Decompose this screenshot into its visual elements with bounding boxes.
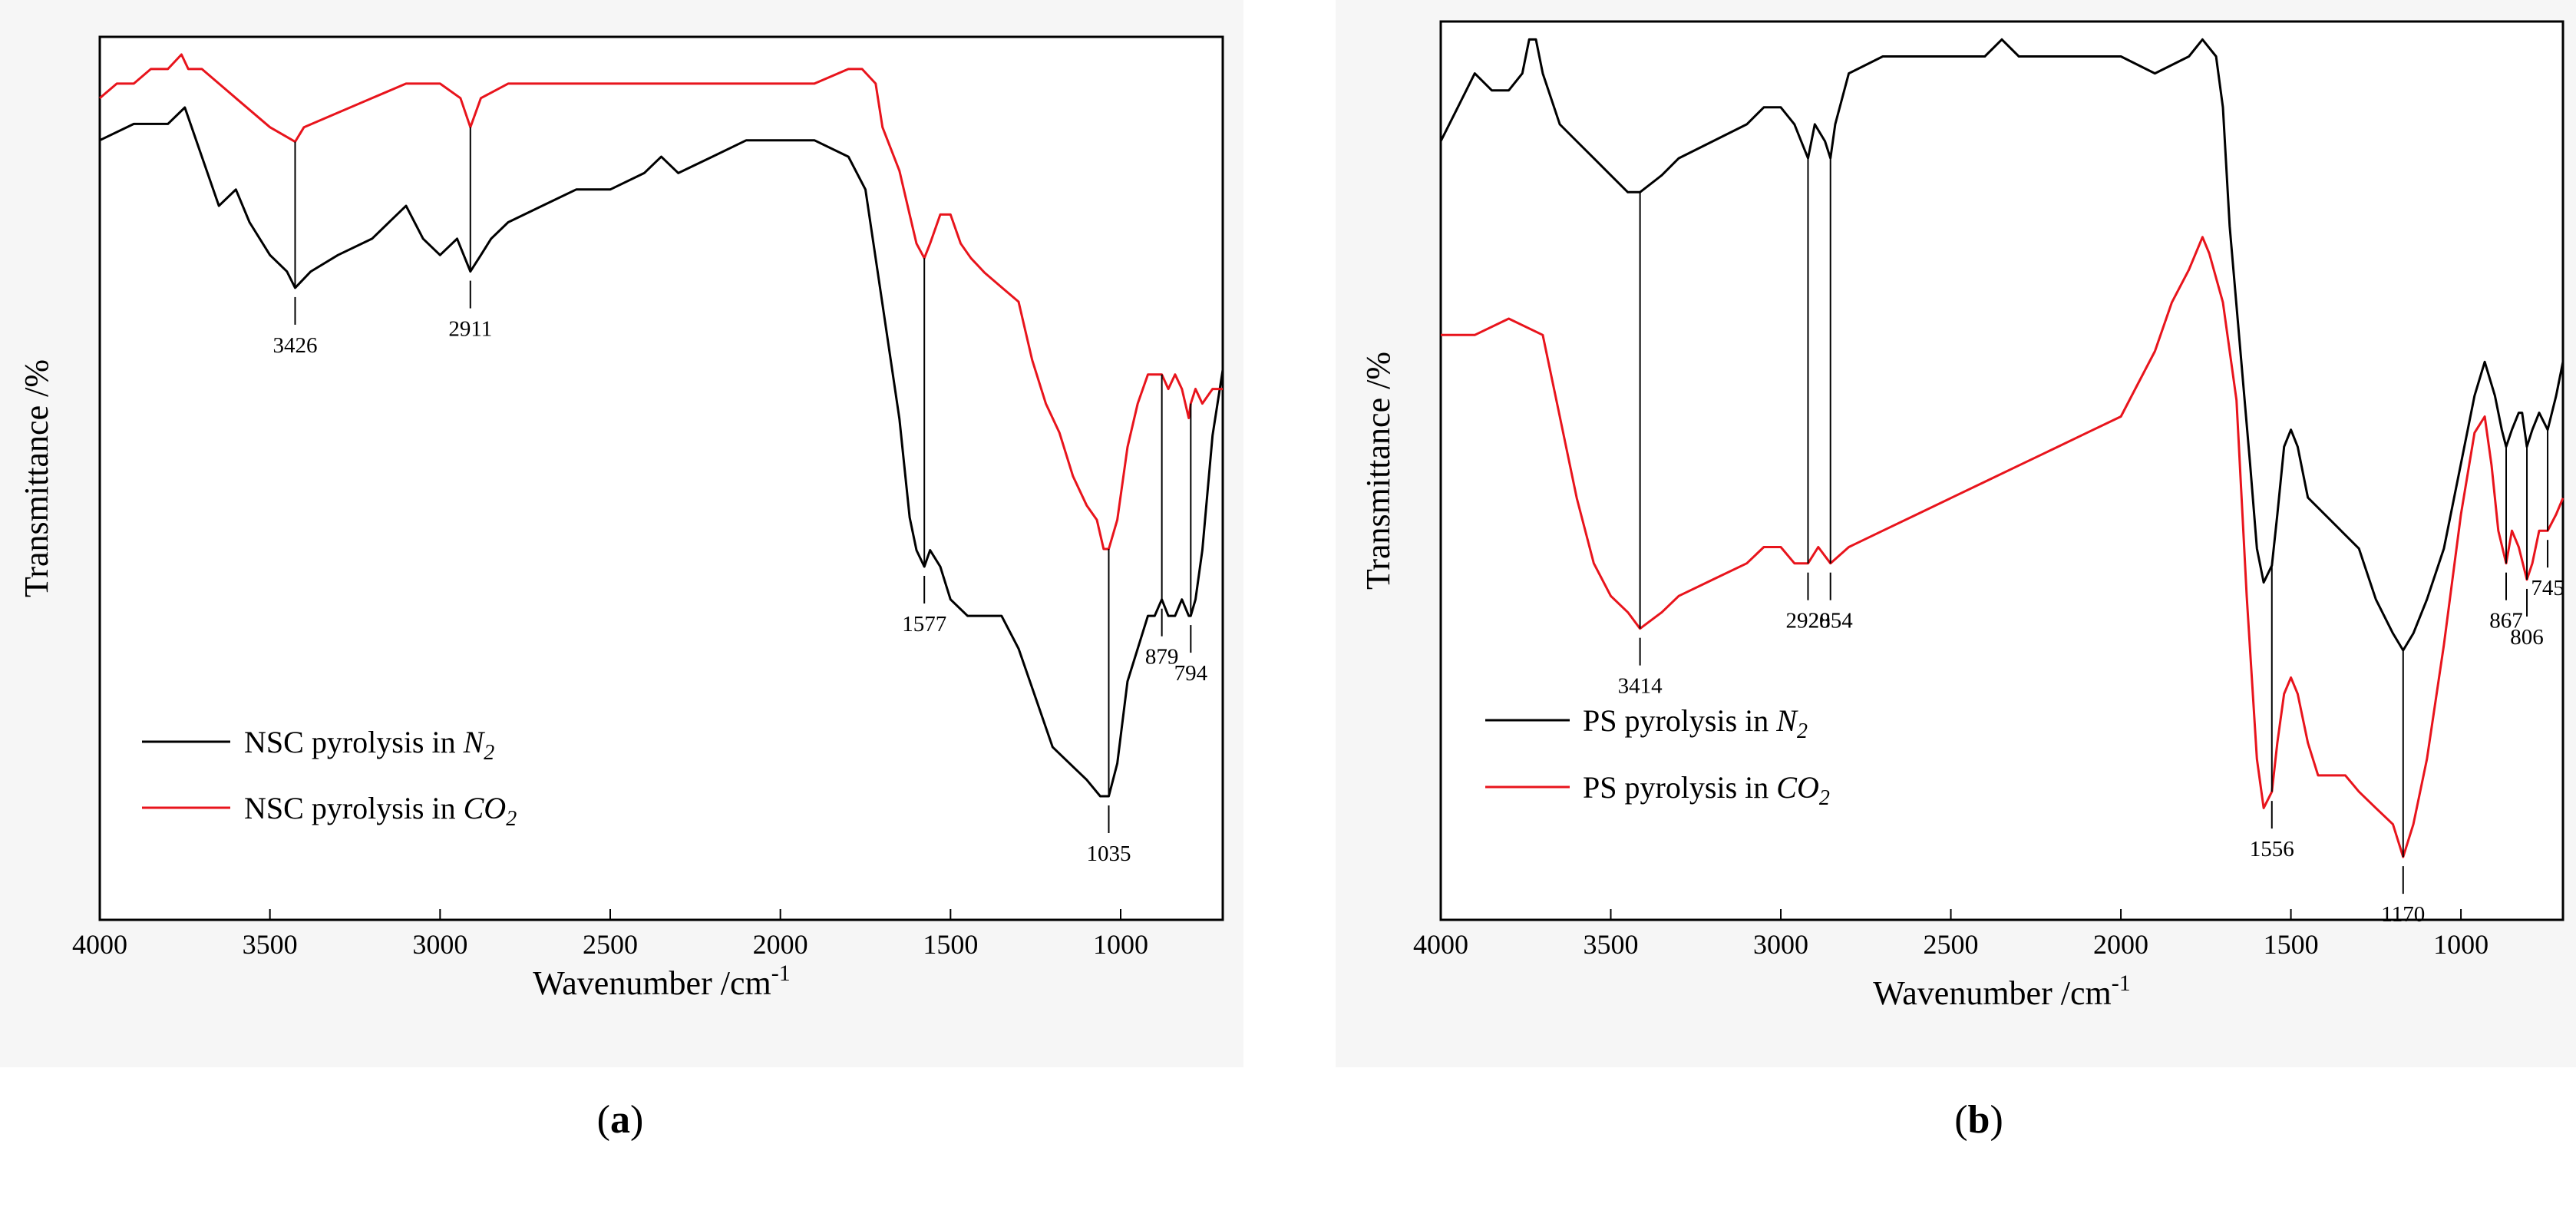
panel-a-y-axis-label: Transmittance /%	[18, 359, 55, 597]
panel-a-legend-n2-prefix: NSC pyrolysis in	[244, 725, 464, 759]
panel-a-peak-label-3426: 3426	[272, 333, 317, 358]
panel-b-caption-close: )	[1990, 1098, 2003, 1142]
panel-a-caption-open: (	[597, 1098, 610, 1142]
panel-a-series-n2-line	[99, 106, 1224, 798]
panel-a-x-tick-label-1500: 1500	[923, 929, 978, 960]
panel-a-caption-letter: a	[610, 1098, 630, 1142]
panel-b-legend-n2-prefix: PS pyrolysis in	[1583, 703, 1776, 738]
panel-a-x-axis-label: Wavenumber /cm-1	[533, 961, 790, 1002]
panel-b-legend-n2-main: N	[1775, 703, 1798, 738]
panel-a-legend-n2-main: N	[463, 725, 486, 759]
panel-b-legend: PS pyrolysis in N2 PS pyrolysis in CO2	[1485, 703, 1830, 810]
panel-a-peak-label-794: 794	[1174, 661, 1208, 686]
panel-b-caption: (b)	[1954, 1098, 2003, 1142]
panel-a-caption: (a)	[597, 1098, 644, 1142]
panel-b-plot-frame	[1439, 20, 2564, 921]
panel-b-peak-label-806: 806	[2510, 625, 2544, 650]
panel-a-x-tick-label-3500: 3500	[243, 929, 298, 960]
panel-b-legend-n2-sub: 2	[1797, 719, 1808, 743]
panel-b-peak-label-1556: 1556	[2250, 837, 2294, 861]
panel-b: 4000 3500 3000 2500 2000 1500 1000 3414 29202854…	[1336, 0, 2576, 1067]
panel-a-caption-close: )	[630, 1098, 643, 1142]
panel-a-peak-label-1035: 1035	[1086, 842, 1131, 866]
panel-a-legend-n2-sub: 2	[484, 741, 494, 765]
panel-a-peak-label-879: 879	[1145, 645, 1179, 670]
panel-a-x-axis-label-main: Wavenumber /cm	[533, 964, 771, 1002]
panel-b-x-tick-label-4000: 4000	[1413, 929, 1468, 960]
panel-a-x-tick-label-1000: 1000	[1093, 929, 1148, 960]
panel-a-marks: 4000 3500 3000 2500 2000 1500 1000 3426 2911 1577…	[72, 53, 1224, 960]
panel-b-x-tick-label-2500: 2500	[1924, 929, 1979, 960]
panel-b-peak-label-3414: 3414	[1618, 674, 1663, 699]
panel-a-x-tick-label-2000: 2000	[753, 929, 808, 960]
panel-b-x-axis-label-sup: -1	[2112, 971, 2131, 996]
panel-a-peak-label-2911: 2911	[448, 317, 492, 342]
panel-b-y-axis-label: Transmittance /%	[1359, 352, 1397, 590]
panel-b-legend-co2-sub: 2	[1819, 786, 1830, 810]
panel-a: 4000 3500 3000 2500 2000 1500 1000 3426 2911 1577…	[0, 0, 1243, 1067]
panel-b-x-tick-label-3500: 3500	[1584, 929, 1639, 960]
panel-b-series-co2-line	[1441, 236, 2564, 858]
panel-a-legend-label-n2: NSC pyrolysis in N2	[244, 725, 494, 765]
panel-a-legend-label-co2: NSC pyrolysis in CO2	[244, 791, 517, 831]
panel-b-legend-co2-main: CO	[1776, 770, 1819, 805]
panel-b-peak-label-2854: 2854	[1808, 609, 1854, 633]
panel-b-x-tick-label-2000: 2000	[2093, 929, 2148, 960]
panel-b-peak-label-2920: 2920	[1785, 609, 1830, 633]
panel-a-x-tick-label-2500: 2500	[583, 929, 638, 960]
panel-b-x-tick-label-1000: 1000	[2433, 929, 2488, 960]
panel-b-x-tick-label-3000: 3000	[1753, 929, 1808, 960]
panel-a-peak-label-1577: 1577	[902, 612, 946, 637]
panel-b-caption-open: (	[1954, 1098, 1967, 1142]
panel-b-x-tick-label-1500: 1500	[2264, 929, 2319, 960]
panel-a-plot-frame	[98, 35, 1224, 921]
panel-a-x-tick-label-4000: 4000	[72, 929, 127, 960]
panel-b-peak-label-745: 745	[2531, 576, 2564, 600]
panel-b-legend-label-co2: PS pyrolysis in CO2	[1583, 770, 1830, 810]
panel-b-peak-label-867: 867	[2489, 609, 2523, 633]
panel-a-legend: NSC pyrolysis in N2 NSC pyrolysis in CO2	[142, 725, 517, 831]
panel-b-legend-label-n2: PS pyrolysis in N2	[1583, 703, 1808, 743]
panel-a-legend-co2-main: CO	[464, 791, 507, 825]
panel-a-legend-co2-sub: 2	[506, 807, 517, 831]
panel-b-peak-label-1170: 1170	[2381, 902, 2425, 927]
panel-a-series-co2-line	[99, 53, 1223, 551]
panel-b-caption-letter: b	[1968, 1098, 1990, 1142]
panel-b-x-axis-label: Wavenumber /cm-1	[1873, 971, 2130, 1012]
panel-a-x-axis-label-sup: -1	[771, 961, 791, 986]
panel-b-marks: 4000 3500 3000 2500 2000 1500 1000 3414 29202854…	[1413, 38, 2564, 960]
panel-b-series-n2-line	[1439, 38, 2564, 652]
panel-a-x-tick-label-3000: 3000	[412, 929, 467, 960]
panel-b-legend-co2-prefix: PS pyrolysis in	[1583, 770, 1776, 805]
panel-b-x-axis-label-main: Wavenumber /cm	[1873, 974, 2111, 1012]
panel-a-legend-co2-prefix: NSC pyrolysis in	[244, 791, 464, 825]
